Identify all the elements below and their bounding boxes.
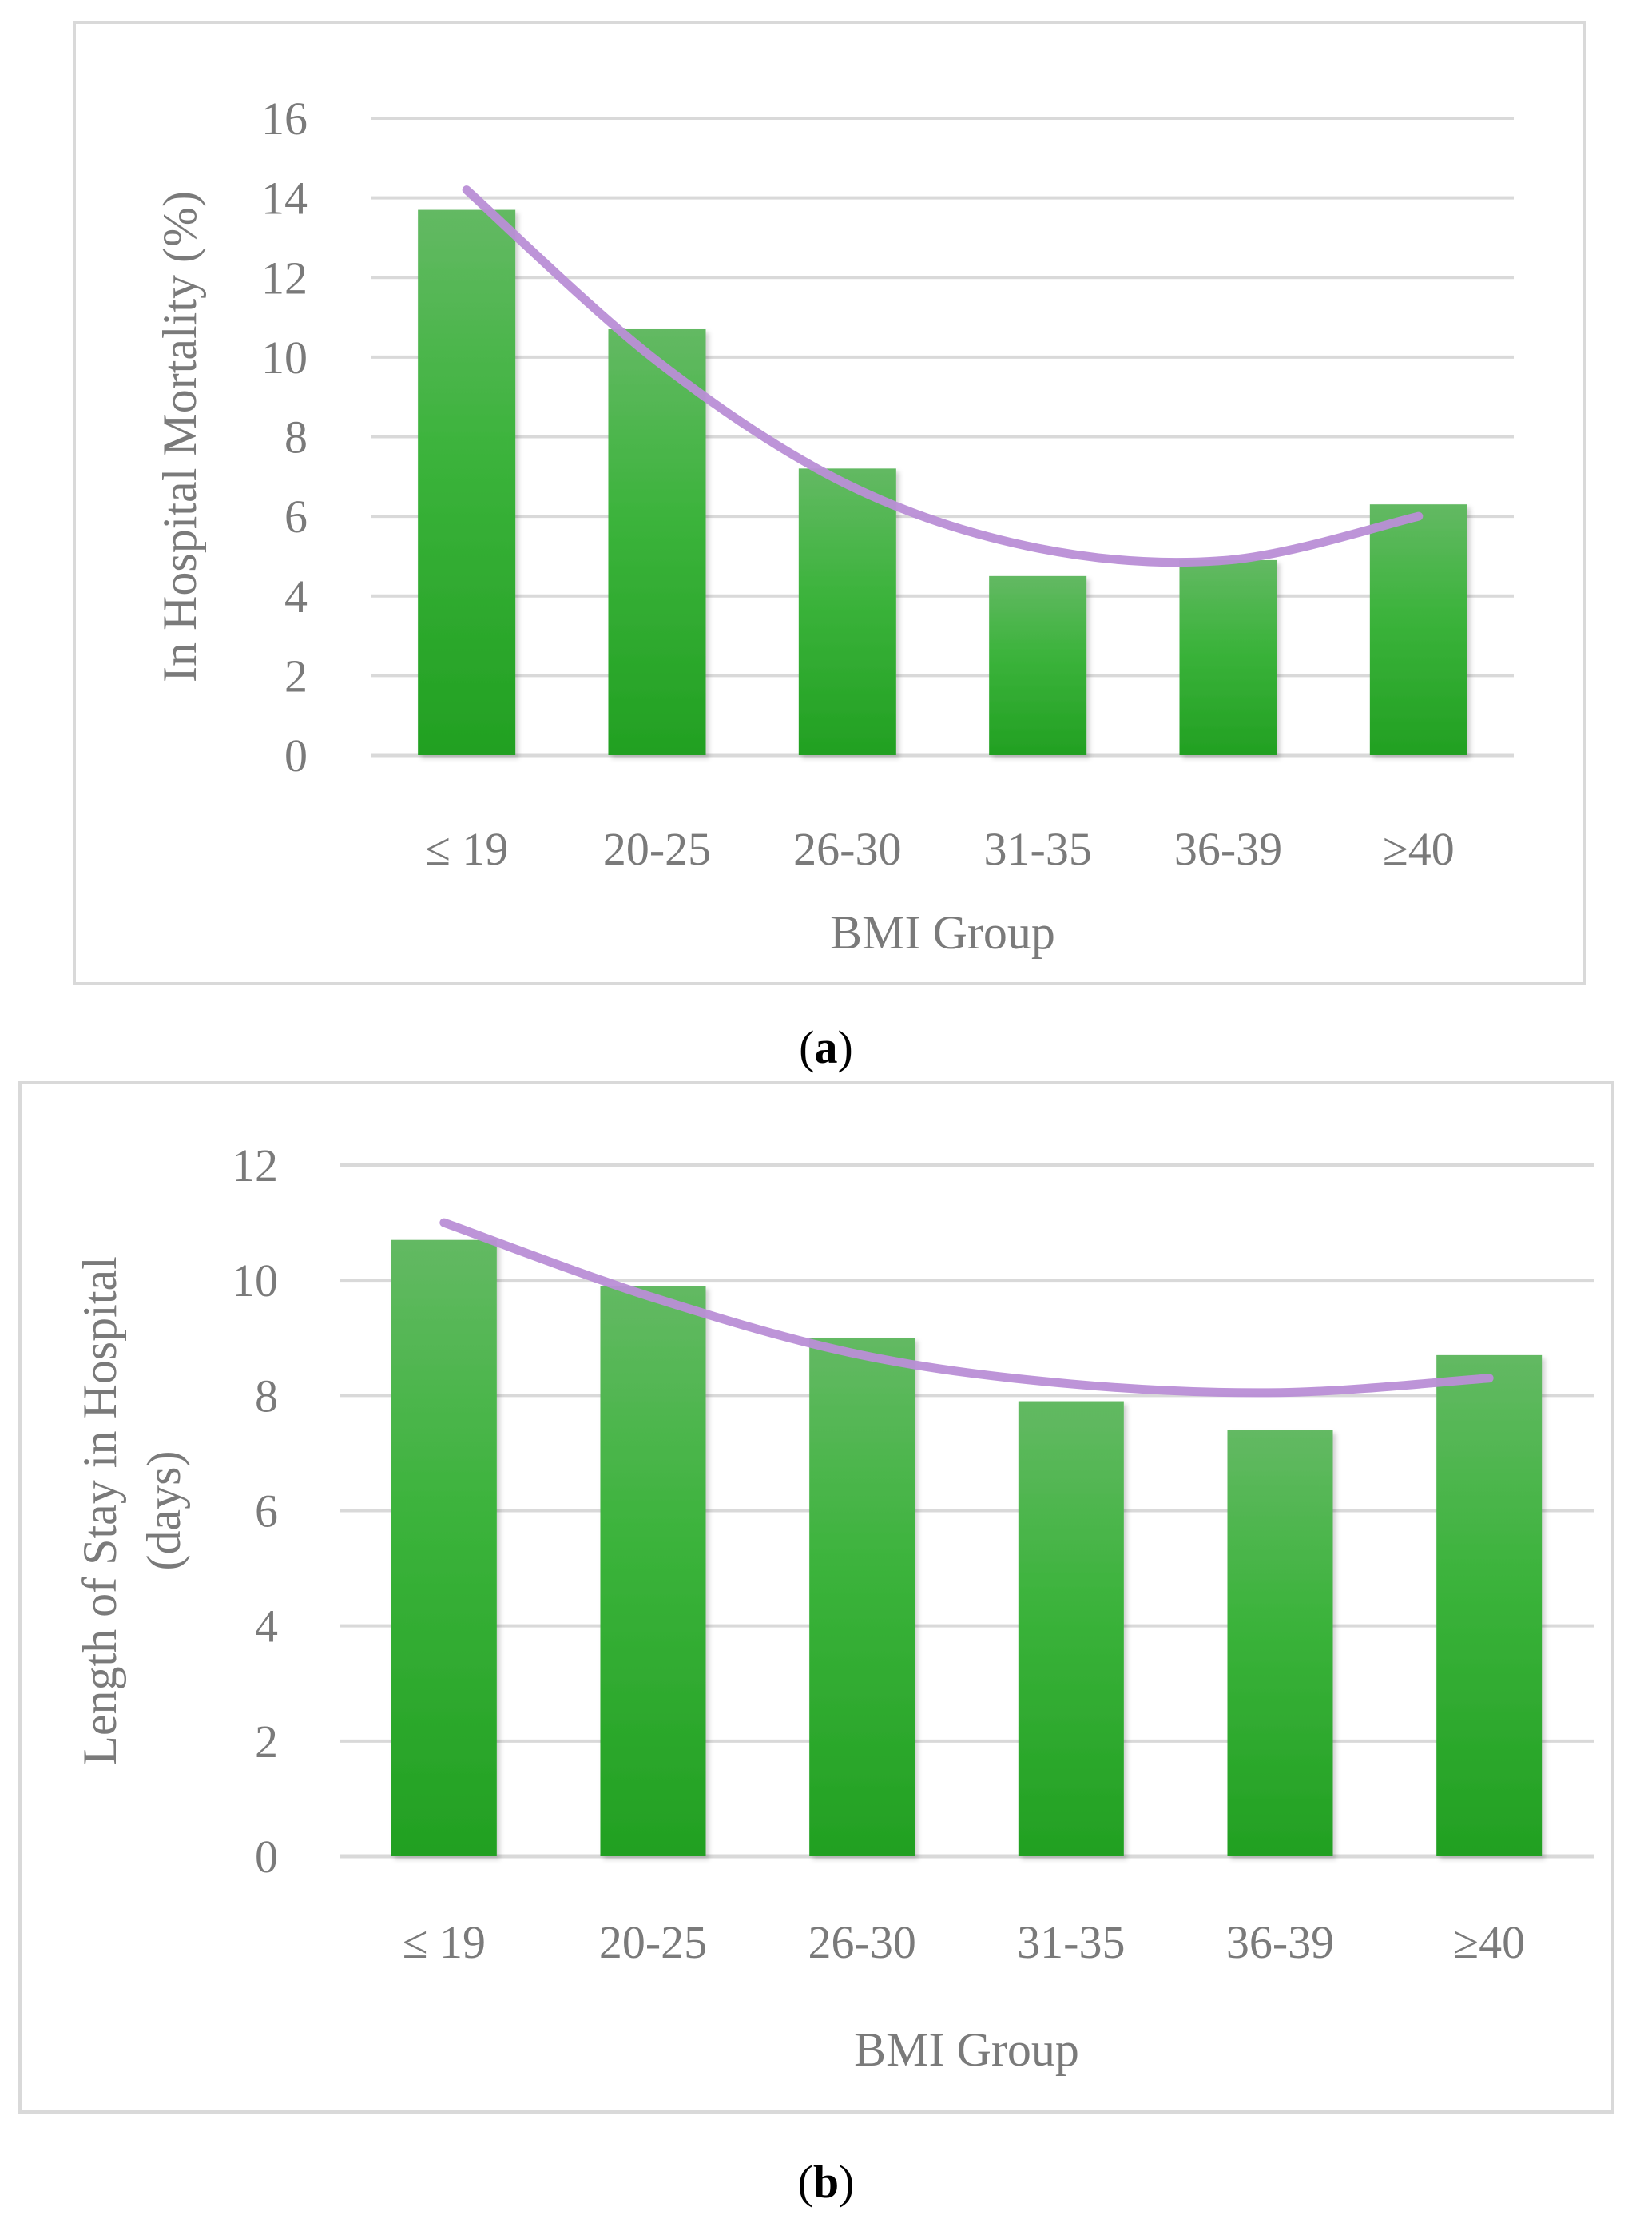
y-tick-label-a: 2 [284, 650, 308, 702]
y-tick-label-b: 6 [255, 1485, 278, 1537]
chart-panel-b: 0 2 4 6 8 10 12 ≤ 19 20-25 26-30 31-35 36-39 ≥40 BMI … [18, 1081, 1614, 2114]
bar-b-4 [1227, 1430, 1333, 1856]
x-category-label-b: 31-35 [1017, 1916, 1125, 1968]
x-category-label-b: 26-30 [808, 1916, 916, 1968]
y-tick-label-a: 14 [261, 173, 308, 225]
x-category-label-a: 36-39 [1174, 823, 1282, 875]
trendline-b [439, 1218, 1494, 1398]
x-category-label-a: 26-30 [793, 823, 901, 875]
y-tick-label-b: 4 [255, 1601, 278, 1652]
y-tick-label-b: 10 [232, 1255, 278, 1306]
x-category-label-a: ≤ 19 [425, 823, 508, 875]
x-category-label-b: ≥40 [1453, 1916, 1525, 1968]
y-tick-label-b: 0 [255, 1831, 278, 1883]
bar-a-3 [989, 575, 1087, 755]
y-tick-label-a: 6 [284, 491, 308, 543]
bar-b-3 [1018, 1401, 1124, 1856]
y-tick-label-b: 2 [255, 1716, 278, 1768]
bar-b-5 [1436, 1354, 1543, 1856]
panel-a-caption-letter: a [815, 1021, 838, 1073]
y-tick-label-a: 8 [284, 412, 308, 463]
x-category-label-a: 31-35 [984, 823, 1092, 875]
panel-b-caption: (b) [798, 2156, 855, 2208]
bar-a-0 [418, 209, 516, 756]
chart-panel-a: 0 2 4 6 8 10 12 14 16 ≤ 19 20-25 26-30 31-35 36-39 ≥40… [73, 21, 1586, 985]
bar-a-2 [798, 468, 896, 755]
y-tick-label-a: 12 [261, 252, 308, 304]
y-tick-label-a: 10 [261, 332, 308, 384]
y-axis-title-b: (days) [137, 1451, 190, 1571]
bar-a-1 [608, 329, 706, 756]
y-tick-label-b: 12 [232, 1139, 278, 1191]
x-category-label-a: ≥40 [1383, 823, 1455, 875]
y-axis-title-a: In Hospital Mortality (%) [153, 191, 206, 682]
y-tick-label-a: 16 [261, 93, 308, 145]
y-tick-label-b: 8 [255, 1370, 278, 1422]
y-tick-label-a: 0 [284, 730, 308, 781]
x-category-label-b: ≤ 19 [403, 1916, 486, 1968]
bar-b-2 [809, 1338, 915, 1856]
x-axis-title-a: BMI Group [830, 906, 1055, 959]
bar-b-0 [391, 1239, 497, 1856]
bar-b-1 [600, 1286, 706, 1856]
x-axis-title-b: BMI Group [854, 2023, 1079, 2076]
bar-a-4 [1179, 559, 1277, 755]
y-tick-label-a: 4 [284, 571, 308, 622]
trendline-a [462, 185, 1424, 567]
chart-frame-b [18, 1081, 1614, 2114]
x-category-label-b: 36-39 [1226, 1916, 1334, 1968]
bar-a-5 [1369, 504, 1467, 755]
x-category-label-a: 20-25 [603, 823, 711, 875]
panel-b-caption-letter: b [813, 2156, 839, 2208]
y-axis-title-b: Length of Stay in Hospital [73, 1256, 126, 1765]
chart-frame-a [73, 21, 1586, 985]
panel-a-caption: (a) [799, 1021, 853, 1073]
x-category-label-b: 20-25 [599, 1916, 707, 1968]
